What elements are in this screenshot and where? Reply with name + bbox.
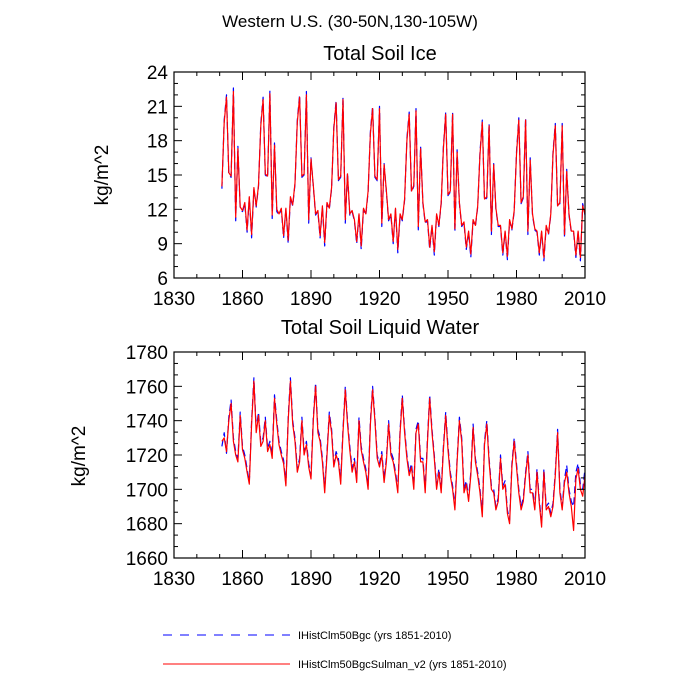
soil-liquid-ytick-label: 1780 [126, 343, 168, 364]
soil-liquid-ytick-label: 1740 [126, 412, 168, 433]
soil-liquid-xtick-label: 2010 [564, 569, 606, 590]
soil-ice-xtick-label: 1980 [495, 289, 537, 310]
soil-liquid-series-line-0 [221, 377, 586, 525]
figure-title: Western U.S. (30-50N,130-105W) [222, 12, 478, 31]
soil-liquid-xtick-label: 1920 [358, 569, 400, 590]
soil-liquid-ytick-label: 1720 [126, 446, 168, 467]
soil-ice-panel: Total Soil Ice kg/m^2 1830 1860 1890 1920 19… [92, 43, 606, 310]
soil-liquid-panel: Total Soil Liquid Water kg/m^2 1830 1860 1… [69, 317, 606, 590]
soil-ice-axes: 1830 1860 1890 1920 1950 1980 2010 6 9 12 15 18 21 24 [147, 63, 606, 310]
soil-ice-ytick-label: 12 [147, 200, 168, 221]
soil-liquid-ytick-label: 1660 [126, 549, 168, 570]
soil-ice-ytick-label: 21 [147, 97, 168, 118]
soil-liquid-series [221, 377, 586, 532]
legend-label-bgc: IHistClm50Bgc (yrs 1851-2010) [298, 630, 451, 642]
soil-liquid-ylabel: kg/m^2 [69, 426, 90, 487]
soil-liquid-ytick-label: 1680 [126, 515, 168, 536]
soil-liquid-axes: 1830 1860 1890 1920 1950 1980 2010 1660 1680 1700… [126, 343, 606, 590]
soil-liquid-xtick-label: 1830 [153, 569, 195, 590]
soil-liquid-ytick-label: 1760 [126, 377, 168, 398]
soil-ice-ytick-label: 24 [147, 63, 169, 84]
soil-liquid-xtick-label: 1890 [290, 569, 332, 590]
soil-ice-ylabel: kg/m^2 [92, 145, 113, 206]
soil-liquid-series-line-1 [221, 380, 586, 532]
soil-liquid-title: Total Soil Liquid Water [281, 317, 480, 339]
soil-ice-ytick-label: 15 [147, 166, 168, 187]
soil-ice-xtick-label: 1920 [358, 289, 400, 310]
soil-ice-ytick-label: 18 [147, 132, 168, 153]
soil-ice-ytick-label: 6 [157, 269, 168, 290]
soil-ice-xtick-label: 1950 [427, 289, 469, 310]
soil-ice-xtick-label: 2010 [564, 289, 606, 310]
soil-ice-xtick-label: 1890 [290, 289, 332, 310]
soil-ice-ytick-label: 9 [157, 235, 168, 256]
soil-liquid-xtick-label: 1860 [221, 569, 263, 590]
soil-liquid-ytick-label: 1700 [126, 480, 168, 501]
soil-ice-plot-frame [173, 71, 586, 279]
soil-ice-series-line-1 [221, 90, 586, 258]
soil-ice-series [221, 87, 586, 262]
soil-ice-xtick-label: 1860 [221, 289, 263, 310]
soil-liquid-xtick-label: 1950 [427, 569, 469, 590]
soil-ice-xtick-label: 1830 [153, 289, 195, 310]
soil-liquid-xtick-label: 1980 [495, 569, 537, 590]
legend: IHistClm50Bgc (yrs 1851-2010) IHistClm50… [163, 630, 506, 671]
soil-ice-title: Total Soil Ice [323, 43, 436, 65]
legend-label-sulman: IHistClm50BgcSulman_v2 (yrs 1851-2010) [298, 659, 506, 671]
